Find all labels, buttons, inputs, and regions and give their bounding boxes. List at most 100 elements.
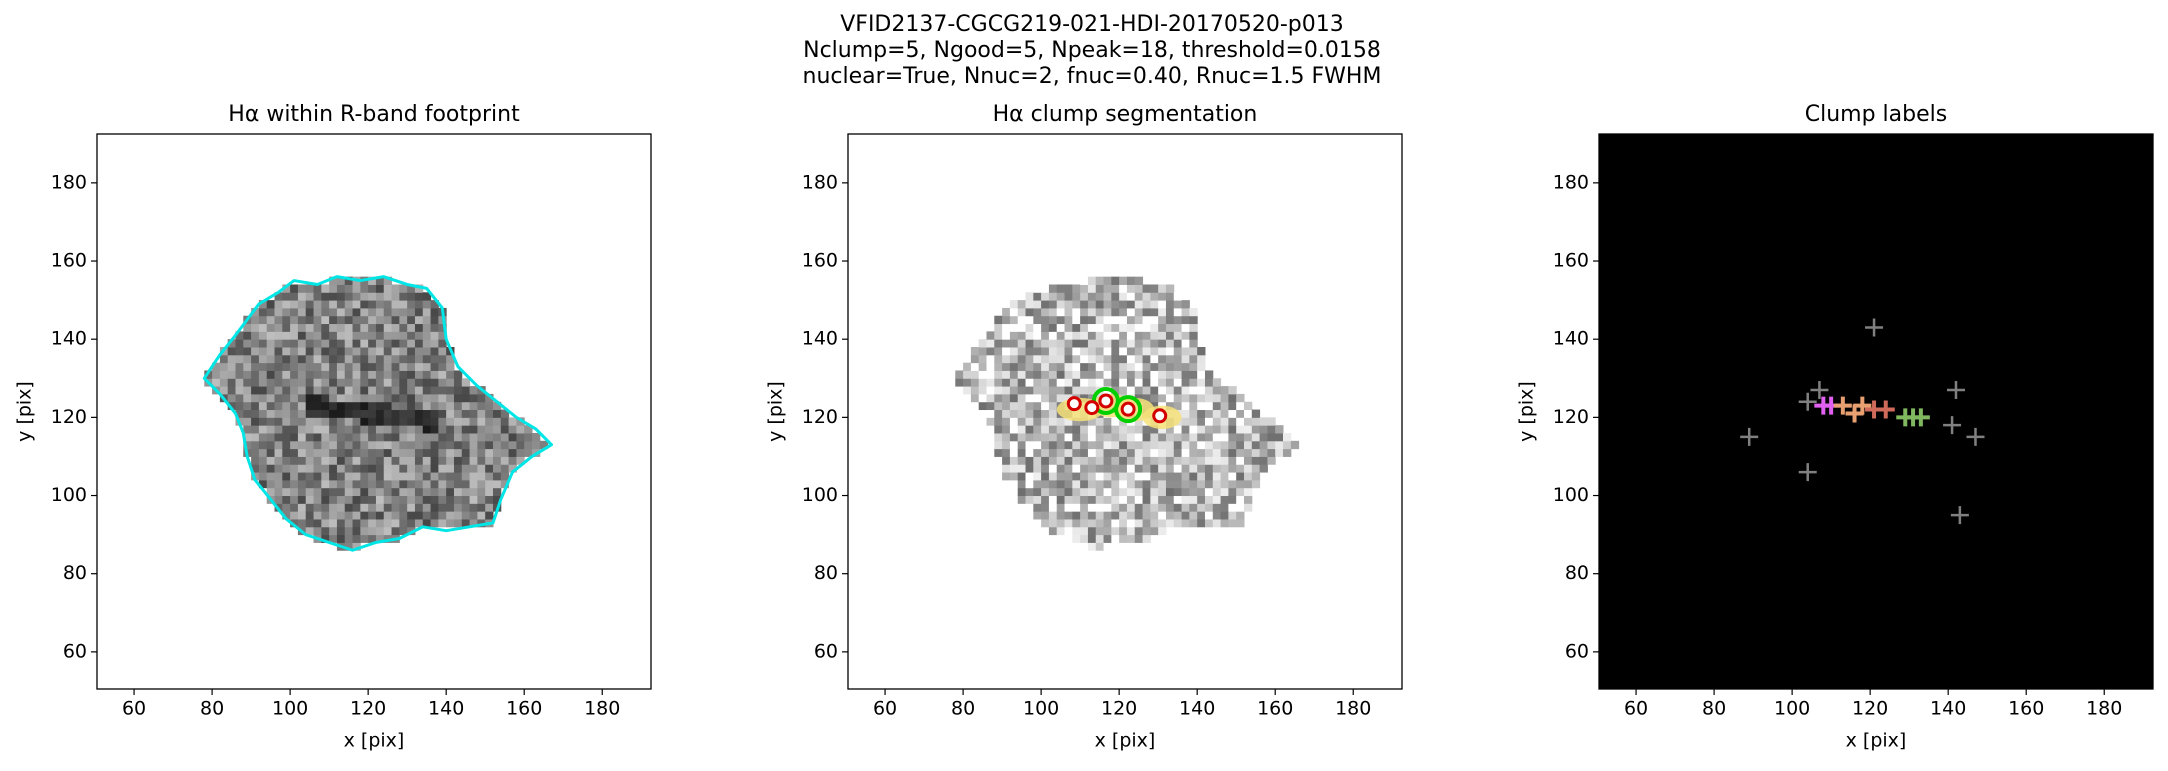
image-pixel	[1056, 479, 1066, 489]
image-pixel	[1173, 495, 1183, 504]
image-pixel	[1204, 511, 1214, 520]
image-pixel	[219, 370, 229, 379]
image-pixel	[1212, 386, 1222, 395]
image-pixel	[290, 448, 299, 457]
image-pixel	[414, 292, 424, 301]
image-pixel	[368, 448, 377, 457]
image-pixel	[1212, 487, 1222, 497]
image-pixel	[994, 417, 1003, 426]
image-pixel	[1064, 315, 1073, 325]
image-pixel	[485, 479, 494, 489]
image-pixel	[1173, 370, 1183, 379]
image-pixel	[352, 425, 361, 434]
peak-marker	[1810, 381, 1829, 400]
image-pixel	[446, 362, 455, 371]
image-pixel	[1033, 487, 1042, 497]
image-pixel	[235, 339, 244, 348]
image-pixel	[321, 440, 330, 450]
image-pixel	[391, 472, 400, 481]
image-pixel	[321, 362, 330, 371]
image-pixel	[1103, 534, 1112, 543]
image-pixel	[399, 432, 408, 442]
image-pixel	[461, 464, 471, 473]
image-pixel	[1197, 425, 1206, 434]
image-pixel	[344, 315, 354, 325]
peak-marker	[1966, 427, 1985, 446]
image-pixel	[344, 472, 354, 481]
image-pixel	[414, 307, 424, 317]
image-pixel	[438, 354, 447, 364]
image-pixel	[1220, 464, 1229, 473]
image-pixel	[1017, 440, 1027, 450]
image-pixel	[344, 526, 354, 536]
y-tick-label: 120	[1553, 406, 1589, 428]
image-pixel	[321, 534, 330, 543]
image-pixel	[1033, 479, 1042, 489]
image-pixel	[352, 511, 361, 520]
image-pixel	[438, 456, 447, 465]
image-pixel	[297, 495, 307, 504]
image-pixel	[1111, 495, 1120, 504]
image-pixel	[251, 456, 260, 465]
image-pixel	[282, 464, 291, 473]
image-pixel	[453, 495, 463, 504]
image-pixel	[344, 534, 354, 543]
image-pixel	[477, 518, 486, 528]
image-pixel	[1048, 362, 1058, 371]
image-pixel	[266, 307, 276, 317]
image-pixel	[344, 511, 354, 520]
image-pixel	[321, 456, 330, 465]
image-pixel	[1134, 393, 1144, 403]
image-pixel	[391, 323, 400, 332]
image-pixel	[1165, 284, 1175, 293]
x-tick-label: 100	[1774, 698, 1810, 720]
image-pixel	[1197, 370, 1206, 379]
image-pixel	[1197, 401, 1206, 411]
image-pixel	[407, 393, 416, 403]
image-pixel	[1204, 495, 1214, 504]
image-pixel	[446, 503, 455, 512]
image-pixel	[1095, 300, 1105, 309]
image-pixel	[282, 401, 291, 411]
image-pixel	[360, 440, 369, 450]
image-pixel	[290, 511, 299, 520]
image-pixel	[1002, 362, 1011, 371]
image-pixel	[1251, 448, 1261, 457]
image-pixel	[336, 276, 346, 285]
image-pixel	[1095, 464, 1105, 473]
image-pixel	[1189, 339, 1198, 348]
image-pixel	[305, 300, 315, 309]
image-pixel	[477, 425, 486, 434]
image-pixel	[438, 511, 447, 520]
image-pixel	[344, 370, 354, 379]
image-pixel	[1064, 526, 1073, 536]
image-pixel	[1165, 378, 1175, 387]
image-pixel	[1002, 315, 1011, 325]
image-pixel	[266, 417, 276, 426]
image-pixel	[305, 386, 315, 395]
image-pixel	[368, 417, 377, 426]
image-pixel	[1017, 347, 1027, 356]
image-pixel	[1150, 472, 1159, 481]
image-pixel	[1111, 448, 1120, 457]
image-pixel	[1103, 370, 1112, 379]
image-pixel	[258, 370, 268, 379]
image-pixel	[375, 440, 385, 450]
image-pixel	[258, 339, 268, 348]
image-pixel	[383, 409, 393, 418]
image-pixel	[321, 425, 330, 434]
image-pixel	[1002, 378, 1011, 387]
image-pixel	[297, 511, 307, 520]
image-pixel	[1228, 440, 1237, 450]
image-pixel	[1002, 425, 1011, 434]
image-pixel	[375, 307, 385, 317]
image-pixel	[1087, 347, 1097, 356]
image-pixel	[1126, 456, 1136, 465]
image-pixel	[477, 479, 486, 489]
image-pixel	[329, 378, 338, 387]
image-pixel	[1150, 315, 1159, 325]
image-pixel	[290, 487, 299, 497]
image-pixel	[1173, 300, 1183, 309]
image-pixel	[1056, 331, 1066, 340]
image-pixel	[399, 339, 408, 348]
